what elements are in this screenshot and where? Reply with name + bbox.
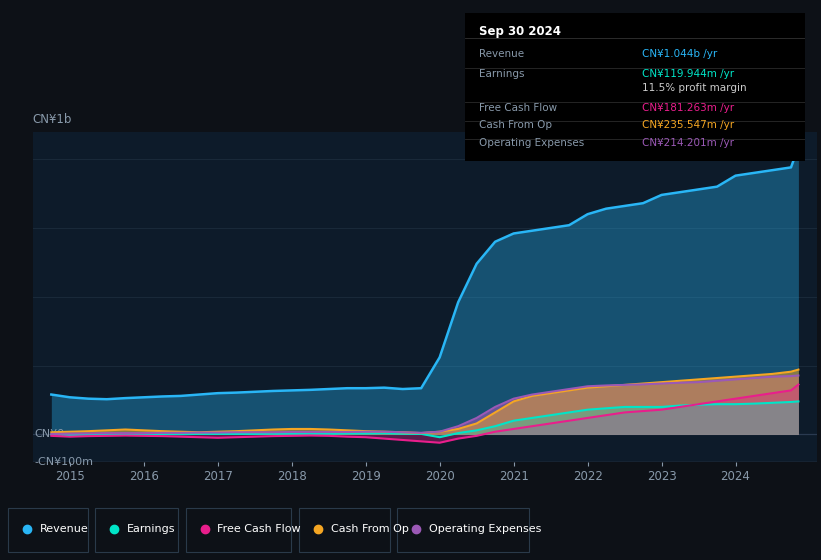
Bar bbox=[397, 507, 530, 552]
Text: Free Cash Flow: Free Cash Flow bbox=[218, 524, 301, 534]
Text: CN¥235.547m /yr: CN¥235.547m /yr bbox=[642, 120, 734, 130]
Text: Earnings: Earnings bbox=[126, 524, 176, 534]
Bar bbox=[8, 507, 88, 552]
Bar bbox=[186, 507, 291, 552]
Text: Cash From Op: Cash From Op bbox=[479, 120, 552, 130]
Text: Operating Expenses: Operating Expenses bbox=[479, 138, 584, 148]
Text: Free Cash Flow: Free Cash Flow bbox=[479, 102, 557, 113]
Text: 11.5% profit margin: 11.5% profit margin bbox=[642, 83, 746, 94]
Text: Cash From Op: Cash From Op bbox=[331, 524, 409, 534]
Text: CN¥181.263m /yr: CN¥181.263m /yr bbox=[642, 102, 734, 113]
Bar bbox=[95, 507, 178, 552]
Text: CN¥214.201m /yr: CN¥214.201m /yr bbox=[642, 138, 734, 148]
Text: CN¥1b: CN¥1b bbox=[33, 113, 72, 126]
Text: Sep 30 2024: Sep 30 2024 bbox=[479, 25, 561, 38]
Text: Operating Expenses: Operating Expenses bbox=[429, 524, 541, 534]
Text: CN¥0: CN¥0 bbox=[34, 430, 65, 440]
Text: -CN¥100m: -CN¥100m bbox=[34, 457, 94, 467]
Text: Revenue: Revenue bbox=[479, 49, 524, 59]
Text: Revenue: Revenue bbox=[40, 524, 89, 534]
Bar bbox=[299, 507, 390, 552]
Text: CN¥119.944m /yr: CN¥119.944m /yr bbox=[642, 69, 734, 79]
Text: Earnings: Earnings bbox=[479, 69, 524, 79]
Text: CN¥1.044b /yr: CN¥1.044b /yr bbox=[642, 49, 717, 59]
